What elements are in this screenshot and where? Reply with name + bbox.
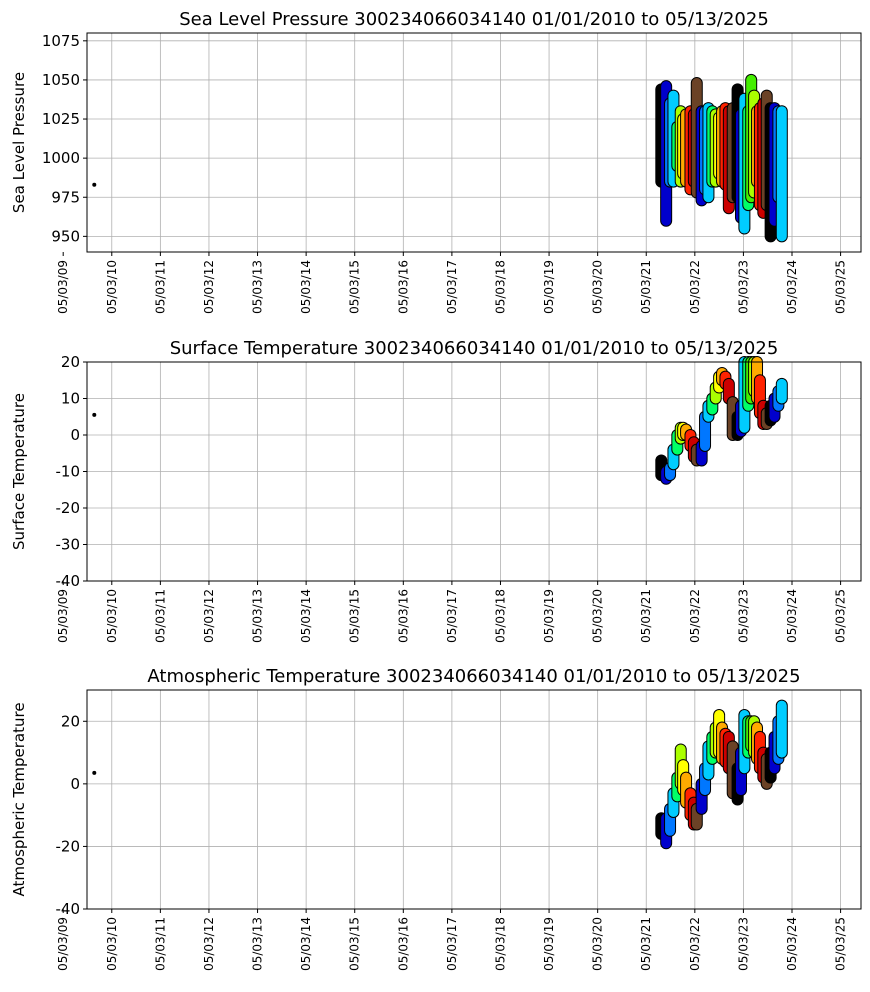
x-tick-label: 05/03/15: [348, 917, 362, 971]
x-tick-label: 05/03/16: [396, 589, 410, 643]
x-tick-label: 05/03/15: [348, 260, 362, 314]
x-tick-label: 05/03/12: [202, 917, 216, 971]
chart-air: -40 -20 0 20 05/03/09 05/03/10 05/03/11 05/03/1…: [10, 666, 862, 971]
x-tick-label: 05/03/20: [591, 589, 605, 643]
chart-slp: 950 975 1000 1025 1050 1075 05/03/09 05/03/10 05…: [10, 9, 862, 314]
x-tick-label: 05/03/19: [542, 917, 556, 971]
x-tick-label: 05/03/11: [153, 917, 167, 971]
x-tick-label: 05/03/09: [56, 589, 70, 643]
x-tick-label: 05/03/21: [639, 589, 653, 643]
x-tick-label: 05/03/09: [56, 917, 70, 971]
axes-frame: [86, 689, 862, 910]
x-tick-label: 05/03/25: [834, 260, 848, 314]
y-tick-label: 1025: [42, 110, 80, 128]
x-tick-label: 05/03/16: [396, 260, 410, 314]
y-tick-label: 950: [51, 227, 80, 245]
x-tick-label: 05/03/22: [688, 260, 702, 314]
x-tick-label: 05/03/22: [688, 589, 702, 643]
x-tick-label: 05/03/12: [202, 260, 216, 314]
x-tick-label: 05/03/23: [736, 589, 750, 643]
x-tick-label: 05/03/13: [251, 917, 265, 971]
x-tick-label: 05/03/10: [105, 917, 119, 971]
y-tick-label: 0: [70, 426, 80, 444]
y-tick-label: -30: [56, 536, 81, 554]
y-tick-label: -20: [56, 499, 81, 517]
x-tick-label: 05/03/11: [153, 589, 167, 643]
x-tick-label: 05/03/22: [688, 917, 702, 971]
chart-sst: -40 -30 -20 -10 0 10 20 05/03/09 05/03/10 05/03/1…: [10, 338, 862, 643]
x-tick-label: 05/03/24: [785, 589, 799, 643]
x-tick-label: 05/03/10: [105, 260, 119, 314]
x-tick-label: 05/03/17: [445, 260, 459, 314]
x-tick-label: 05/03/17: [445, 917, 459, 971]
y-tick-label: 975: [51, 188, 80, 206]
y-axis-label: Sea Level Pressure: [10, 72, 28, 213]
outlier-point: [92, 182, 97, 187]
x-tick-label: 05/03/09: [56, 260, 70, 314]
x-tick-label: 05/03/24: [785, 260, 799, 314]
chart-title: Atmospheric Temperature 300234066034140 …: [147, 666, 800, 687]
y-tick-label: 1000: [42, 149, 80, 167]
x-tick-label: 05/03/18: [493, 917, 507, 971]
x-tick-label: 05/03/14: [299, 589, 313, 643]
x-tick-label: 05/03/19: [542, 260, 556, 314]
x-tick-label: 05/03/11: [153, 260, 167, 314]
y-tick-label: -20: [56, 837, 81, 855]
outlier-point: [92, 412, 97, 417]
x-tick-label: 05/03/14: [299, 260, 313, 314]
x-tick-label: 05/03/20: [591, 260, 605, 314]
y-tick-label: 10: [61, 390, 80, 408]
y-tick-label: 0: [70, 775, 80, 793]
y-tick-label: -40: [56, 572, 81, 590]
x-tick-label: 05/03/23: [736, 260, 750, 314]
x-tick-label: 05/03/12: [202, 589, 216, 643]
x-tick-label: 05/03/16: [396, 917, 410, 971]
x-tick-label: 05/03/14: [299, 917, 313, 971]
y-tick-label: 20: [61, 353, 80, 371]
y-axis-label: Surface Temperature: [10, 393, 28, 550]
x-tick-label: 05/03/24: [785, 917, 799, 971]
x-tick-label: 05/03/13: [251, 260, 265, 314]
x-tick-label: 05/03/23: [736, 917, 750, 971]
x-tick-label: 05/03/21: [639, 260, 653, 314]
chart-title: Surface Temperature 300234066034140 01/0…: [170, 338, 779, 359]
y-tick-label: 1050: [42, 71, 80, 89]
x-tick-label: 05/03/18: [493, 589, 507, 643]
y-axis-label: Atmospheric Temperature: [10, 702, 28, 896]
axes-frame: [86, 32, 862, 253]
x-tick-label: 05/03/25: [834, 917, 848, 971]
x-tick-label: 05/03/15: [348, 589, 362, 643]
x-tick-label: 05/03/17: [445, 589, 459, 643]
x-tick-label: 05/03/18: [493, 260, 507, 314]
outlier-point: [92, 770, 97, 775]
y-tick-label: -10: [56, 463, 81, 481]
x-tick-label: 05/03/21: [639, 917, 653, 971]
x-tick-label: 05/03/25: [834, 589, 848, 643]
chart-title: Sea Level Pressure 300234066034140 01/01…: [179, 9, 769, 30]
x-tick-label: 05/03/20: [591, 917, 605, 971]
y-tick-label: -40: [56, 900, 81, 918]
x-tick-label: 05/03/13: [251, 589, 265, 643]
x-tick-label: 05/03/10: [105, 589, 119, 643]
x-tick-label: 05/03/19: [542, 589, 556, 643]
y-tick-label: 20: [61, 712, 80, 730]
y-tick-label: 1075: [42, 32, 80, 50]
